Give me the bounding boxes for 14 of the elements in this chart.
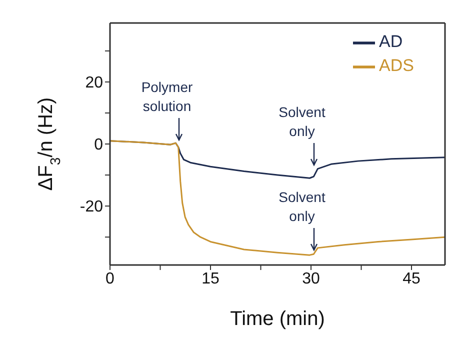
y-tick-label: -20	[80, 198, 104, 216]
x-tick-label: 45	[402, 270, 420, 288]
y-tick-label: 0	[94, 136, 104, 154]
x-tick-label: 15	[202, 270, 220, 288]
annotation: Solvent only	[278, 104, 326, 139]
line-series	[110, 140, 445, 256]
x-axis-title: Time (min)	[230, 308, 325, 330]
annotation: Solvent only	[278, 189, 326, 224]
x-tick-label: 30	[302, 270, 320, 288]
x-tick-label: 0	[106, 270, 115, 288]
y-tick-label: 20	[85, 74, 104, 92]
legend-label: ADS	[379, 56, 414, 75]
legend-label: AD	[379, 32, 403, 51]
annotation: Polymer solution	[141, 79, 194, 114]
